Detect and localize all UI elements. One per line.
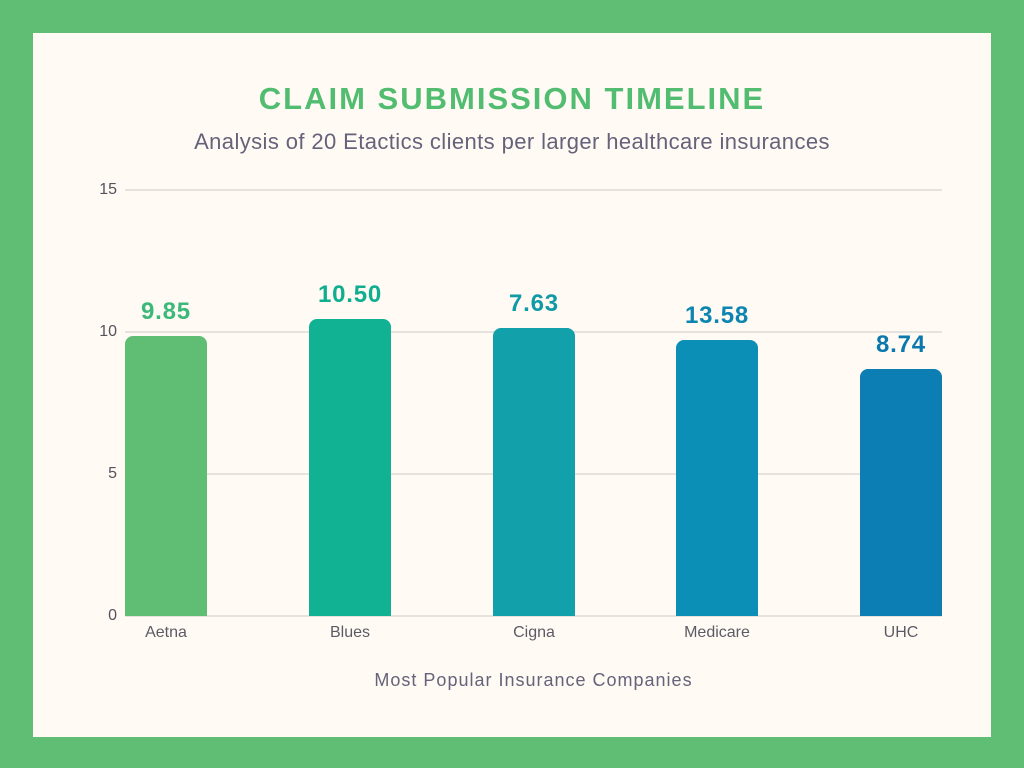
x-category-label-medicare: Medicare: [684, 624, 750, 641]
x-category-label-cigna: Cigna: [513, 624, 555, 641]
y-tick-label-5: 5: [108, 465, 117, 482]
chart-card: CLAIM SUBMISSION TIMELINE Analysis of 20…: [33, 33, 991, 737]
x-category-label-blues: Blues: [329, 624, 371, 641]
x-category-label-aetna: Aetna: [145, 624, 187, 641]
bar-value-label-blues: 10.50: [317, 281, 383, 308]
x-axis-title: Most Popular Insurance Companies: [374, 670, 693, 690]
gridline-y0: [125, 615, 942, 617]
bar-value-label-medicare: 13.58: [684, 302, 750, 329]
y-tick-label-0: 0: [108, 607, 117, 624]
bar-value-label-uhc: 8.74: [876, 331, 926, 358]
x-category-label-uhc: UHC: [883, 624, 919, 641]
bar-cigna: [493, 328, 575, 616]
chart-subtitle: Analysis of 20 Etactics clients per larg…: [194, 129, 830, 154]
plot-area: 15 10 5 0 9.85 Aetna 10.50 Blues 7.63 Cigna 13.58 M…: [99, 181, 942, 641]
bar-aetna: [125, 336, 207, 616]
gridline-y15: [125, 189, 942, 191]
bar-value-label-cigna: 7.63: [509, 290, 559, 317]
bar-uhc: [860, 369, 942, 616]
y-tick-label-10: 10: [99, 323, 117, 340]
y-tick-label-15: 15: [99, 181, 117, 198]
bar-medicare: [676, 340, 758, 616]
bar-blues: [309, 319, 391, 616]
bar-value-label-aetna: 9.85: [141, 298, 191, 325]
chart-title: CLAIM SUBMISSION TIMELINE: [258, 81, 766, 116]
